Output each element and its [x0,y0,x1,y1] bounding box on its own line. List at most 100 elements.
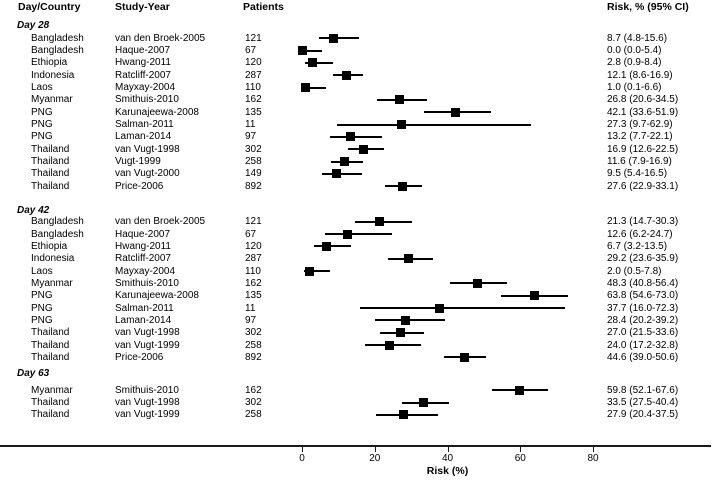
ci-line [313,245,352,248]
row-patients: 892 [245,351,262,363]
row-study: van den Broek-2005 [115,216,206,228]
point-estimate-marker [400,315,410,325]
point-estimate-marker [345,132,355,142]
row-risk-ci: 37.7 (16.0-72.3) [607,302,679,314]
x-axis-tick-label: 40 [441,453,454,464]
ci-line [319,37,359,40]
point-estimate-marker [332,169,342,179]
x-axis-tick-label: 80 [587,453,599,464]
point-estimate-marker [398,410,408,420]
row-country: Thailand [31,339,70,351]
x-axis-tick-mark [374,447,376,452]
ci-line [303,270,331,273]
row-country: Thailand [31,409,70,421]
row-study: Price-2006 [115,351,164,363]
row-risk-ci: 2.8 (0.9-8.4) [607,57,662,69]
row-study: van Vugt-1998 [115,397,180,409]
row-risk-ci: 29.2 (23.6-35.9) [607,253,679,265]
row-patients: 11 [245,119,256,131]
row-country: Thailand [31,351,70,363]
column-header-patients: Patients [243,1,284,13]
row-study: Karunajeewa-2008 [115,290,199,302]
x-axis-tick-mark [447,447,449,452]
row-country: PNG [31,314,53,326]
row-patients: 135 [245,290,262,302]
ci-line [360,307,565,309]
row-country: Myanmar [31,384,73,396]
point-estimate-marker [529,291,539,301]
row-country: PNG [31,131,53,143]
row-country: Laos [31,82,53,94]
row-study: Mayxay-2004 [115,82,176,94]
row-risk-ci: 24.0 (17.2-32.8) [607,339,679,351]
row-risk-ci: 27.3 (9.7-62.9) [607,119,673,131]
row-country: PNG [31,290,53,302]
row-study: Hwang-2011 [115,57,171,69]
row-country: Myanmar [31,277,73,289]
row-country: Thailand [31,327,70,339]
row-study: van Vugt-1998 [115,327,180,339]
ci-line [305,61,333,64]
row-study: Vugt-1999 [115,156,161,168]
point-estimate-marker [384,340,394,350]
point-estimate-marker [419,398,429,408]
row-country: Ethiopia [31,240,68,252]
row-patients: 121 [245,216,262,228]
row-risk-ci: 33.5 (27.5-40.4) [607,397,679,409]
row-risk-ci: 27.6 (22.9-33.1) [607,180,679,192]
row-patients: 302 [245,327,262,339]
group-label: Day 42 [17,204,50,216]
row-patients: 11 [245,302,256,314]
row-patients: 110 [245,82,261,94]
row-country: Thailand [31,168,70,180]
column-header-study-year: Study-Year [115,1,170,13]
row-country: Ethiopia [31,57,68,69]
row-study: Ratcliff-2007 [115,253,171,265]
row-country: Bangladesh [31,32,84,44]
row-risk-ci: 59.8 (52.1-67.6) [607,384,679,396]
row-risk-ci: 27.9 (20.4-37.5) [607,409,679,421]
row-risk-ci: 26.8 (20.6-34.5) [607,94,679,106]
point-estimate-marker [307,58,317,68]
row-patients: 67 [245,228,257,240]
point-estimate-marker [397,181,407,191]
row-risk-ci: 6.7 (3.2-13.5) [607,240,668,252]
point-estimate-marker [473,278,483,288]
point-estimate-marker [403,254,413,264]
row-study: Laman-2014 [115,131,172,143]
row-country: Laos [31,265,53,277]
column-header-day-country: Day/Country [18,1,81,13]
row-country: Thailand [31,143,70,155]
row-study: van Vugt-2000 [115,168,180,180]
row-risk-ci: 16.9 (12.6-22.5) [607,143,679,155]
row-country: PNG [31,119,53,131]
row-risk-ci: 48.3 (40.8-56.4) [607,277,679,289]
ci-line [302,86,326,89]
ci-line [324,233,392,236]
x-axis-tick-mark [302,447,303,452]
point-estimate-marker [396,120,406,130]
row-patients: 120 [245,57,262,69]
point-estimate-marker [459,352,469,362]
point-estimate-marker [304,266,314,276]
point-estimate-marker [374,217,384,227]
row-study: Smithuis-2010 [115,277,179,289]
row-study: van Vugt-1999 [115,339,180,351]
row-country: Bangladesh [31,228,84,240]
row-study: Karunajeewa-2008 [115,106,199,118]
row-patients: 892 [245,180,262,192]
row-patients: 120 [245,240,262,252]
x-axis-line [0,445,711,447]
row-risk-ci: 8.7 (4.8-15.6) [607,32,668,44]
point-estimate-marker [515,385,525,395]
row-patients: 287 [245,253,262,265]
row-study: Salman-2011 [115,302,174,314]
row-study: van den Broek-2005 [115,32,206,44]
column-header-risk-ci: Risk, % (95% CI) [607,1,689,13]
row-risk-ci: 12.6 (6.2-24.7) [607,228,673,240]
x-axis-tick-label: 20 [369,453,381,464]
row-study: Salman-2011 [115,119,174,131]
row-risk-ci: 44.6 (39.0-50.6) [607,351,679,363]
row-patients: 97 [245,131,257,143]
